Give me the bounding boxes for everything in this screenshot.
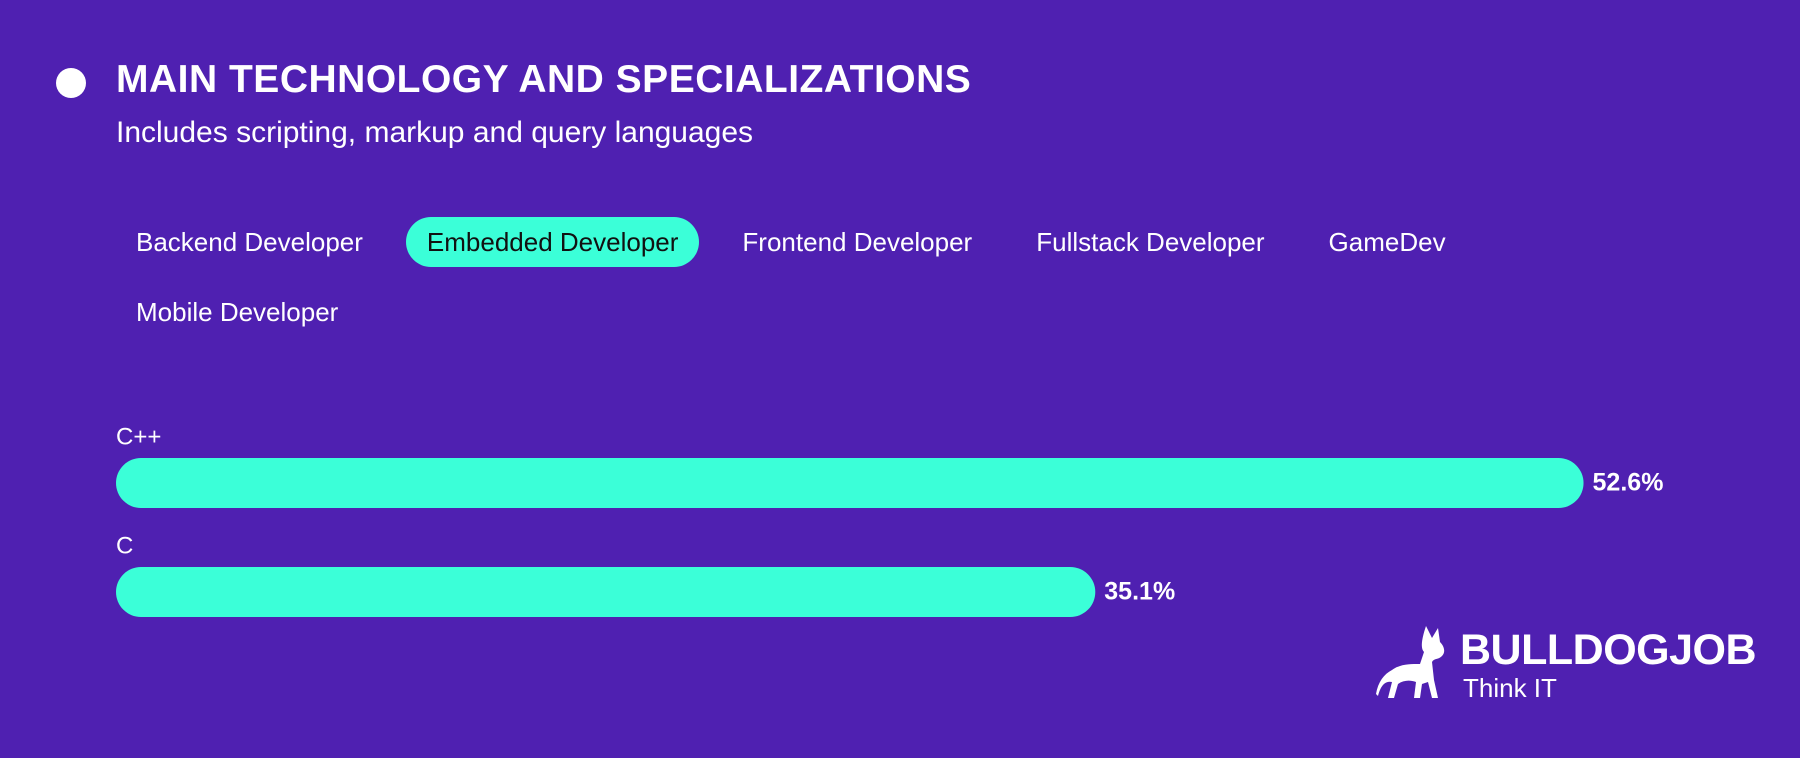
- subtitle: Includes scripting, markup and query lan…: [116, 116, 754, 149]
- title: MAIN TECHNOLOGY AND SPECIALIZATIONS: [116, 58, 972, 101]
- logo-name: BULLDOGJOB: [1460, 626, 1757, 674]
- tab[interactable]: Embedded Developer: [405, 217, 700, 267]
- bar-label: C: [116, 532, 133, 559]
- tab[interactable]: Backend Developer: [136, 227, 363, 257]
- tab[interactable]: GameDev: [1328, 227, 1446, 257]
- tab-bar: Backend Developer Embedded Developer Front…: [115, 217, 1675, 337]
- value-label: 35.1%: [1104, 578, 1175, 606]
- tab[interactable]: Mobile Developer: [136, 297, 339, 327]
- tab[interactable]: Fullstack Developer: [1036, 227, 1265, 257]
- chart: C++ 52.6% C 35.1%: [116, 423, 1664, 617]
- bullet: [56, 68, 86, 98]
- tab[interactable]: Frontend Developer: [742, 227, 973, 257]
- logo-icon: [1376, 626, 1445, 698]
- bar: [116, 567, 1096, 617]
- logo-tagline: Think IT: [1463, 673, 1557, 703]
- value-label: 52.6%: [1593, 469, 1664, 497]
- bar-label: C++: [116, 423, 161, 450]
- bar: [116, 458, 1584, 508]
